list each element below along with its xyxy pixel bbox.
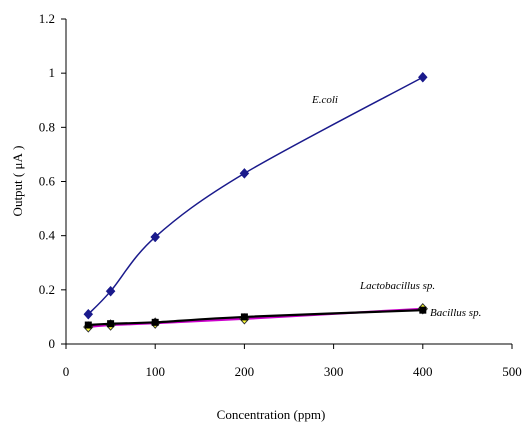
y-tick-label: 0.6 — [39, 174, 56, 189]
x-tick-label: 400 — [413, 364, 433, 379]
series-line-lactobacillus-sp — [88, 309, 423, 327]
x-tick-label: 500 — [502, 364, 522, 379]
x-tick-label: 200 — [235, 364, 255, 379]
data-point-e-coli — [417, 71, 428, 83]
series-line-e-coli — [87, 76, 424, 315]
data-point-e-coli — [150, 231, 161, 243]
axes — [65, 19, 512, 345]
x-axis-title: Concentration (ppm) — [217, 407, 326, 422]
y-tick-label: 0.2 — [39, 282, 55, 297]
series-lactobacillus-sp — [84, 306, 427, 329]
data-point-lactobacillus-sp — [151, 318, 159, 326]
data-point-lactobacillus-sp — [419, 306, 427, 314]
y-tick-label: 1.2 — [39, 11, 55, 26]
x-tick-label: 0 — [63, 364, 70, 379]
series-e-coli — [83, 71, 428, 320]
y-tick-label: 0 — [49, 336, 56, 351]
data-point-lactobacillus-sp — [240, 313, 248, 321]
data-point-lactobacillus-sp — [107, 320, 115, 328]
series-bacillus-sp — [83, 303, 428, 333]
y-tick-label: 1 — [49, 65, 56, 80]
data-point-e-coli — [105, 285, 116, 297]
annotation-lactobacillus: Lactobacillus sp. — [359, 280, 435, 292]
y-tick-label: 0.4 — [39, 228, 56, 243]
data-point-e-coli — [83, 308, 94, 320]
ticks: 0 100 200 300 400 500 0 0.2 0.4 0.6 0.8 1 1.2 — [39, 11, 522, 379]
y-tick-label: 0.8 — [39, 119, 55, 134]
x-tick-label: 100 — [145, 364, 165, 379]
data-point-lactobacillus-sp — [84, 321, 92, 329]
data-point-e-coli — [239, 168, 250, 179]
x-tick-label: 300 — [324, 364, 344, 379]
y-axis-title: Output ( μA ) — [10, 146, 25, 217]
annotations-layer: E.coli Lactobacillus sp. Bacillus sp. — [311, 94, 481, 319]
series-layer — [83, 71, 428, 333]
annotation-bacillus: Bacillus sp. — [430, 307, 481, 319]
annotation-ecoli: E.coli — [311, 94, 338, 106]
